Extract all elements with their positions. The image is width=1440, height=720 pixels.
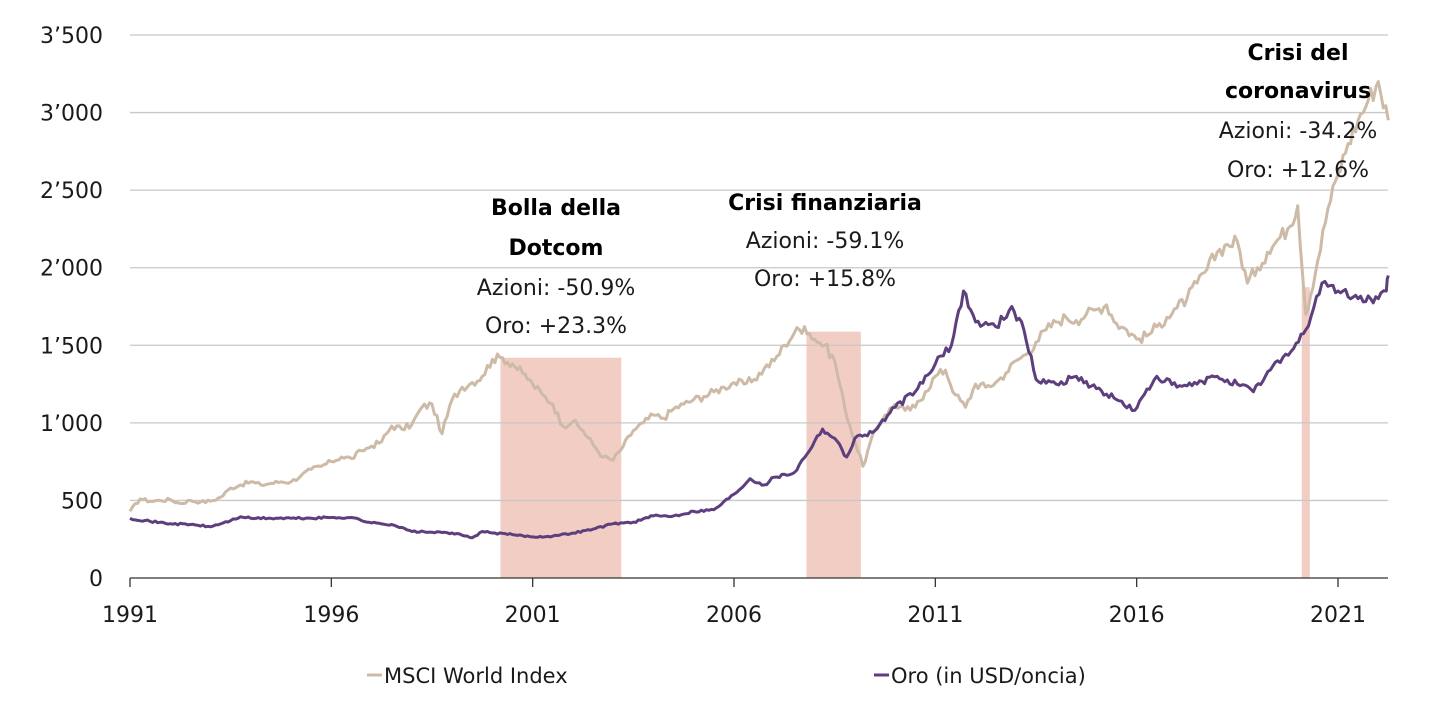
- x-tick-label: 2016: [1109, 603, 1165, 628]
- x-tick-label: 1991: [102, 603, 158, 628]
- x-tick-label: 2021: [1310, 603, 1366, 628]
- annotation-text: Oro: +12.6%: [1227, 158, 1369, 183]
- annotation-title: Bolla della: [491, 196, 621, 221]
- legend-label: Oro (in USD/oncia): [891, 664, 1086, 688]
- annotation-2: Crisi del coronavirus Azioni: -34.2% Oro: +…: [1219, 41, 1377, 183]
- annotations: Bolla della Dotcom Azioni: -50.9% Oro: +23.…: [477, 41, 1377, 339]
- annotation-0: Bolla della Dotcom Azioni: -50.9% Oro: +23.…: [477, 196, 635, 339]
- x-axis: 1991 1996 2001 2006 2011 2016 2021: [102, 577, 1388, 628]
- legend-label: MSCI World Index: [384, 664, 568, 688]
- annotation-text: Azioni: -34.2%: [1219, 119, 1377, 144]
- y-axis-ticks: 0 500 1’000 1’500 2’000 2’500 3’000 3’500: [40, 24, 103, 592]
- gridlines: [130, 34, 1388, 502]
- x-tick-label: 1996: [303, 603, 359, 628]
- shaded-period-2: [1301, 287, 1310, 578]
- annotation-title: Crisi finanziaria: [728, 191, 922, 216]
- y-tick-label: 2’500: [40, 179, 103, 204]
- annotation-title: Crisi del: [1247, 41, 1348, 66]
- y-tick-label: 0: [89, 567, 103, 592]
- y-tick-label: 1’000: [40, 412, 103, 437]
- y-tick-label: 1’500: [40, 334, 103, 359]
- annotation-text: Azioni: -50.9%: [477, 276, 635, 301]
- y-tick-label: 500: [61, 489, 103, 514]
- annotation-text: Oro: +15.8%: [754, 267, 896, 292]
- x-tick-label: 2001: [505, 603, 561, 628]
- legend-item-gold: Oro (in USD/oncia): [874, 664, 1086, 688]
- series-line-msci-world-index: [128, 80, 1390, 513]
- legend-item-msci: MSCI World Index: [367, 664, 568, 688]
- y-tick-label: 3’500: [40, 24, 103, 49]
- annotation-text: Oro: +23.3%: [485, 314, 627, 339]
- x-tick-label: 2006: [706, 603, 762, 628]
- x-tick-label: 2011: [907, 603, 963, 628]
- shaded-period-0: [500, 357, 622, 578]
- y-tick-label: 2’000: [40, 257, 103, 282]
- shaded-periods: [500, 287, 1310, 578]
- annotation-title: Dotcom: [509, 236, 604, 261]
- y-tick-label: 3’000: [40, 102, 103, 127]
- legend: MSCI World Index Oro (in USD/oncia): [367, 664, 1086, 688]
- shaded-period-1: [806, 331, 861, 578]
- series-line-oro: [129, 275, 1390, 540]
- annotation-title: coronavirus: [1225, 79, 1371, 104]
- annotation-1: Crisi finanziaria Azioni: -59.1% Oro: +15.…: [728, 191, 922, 292]
- annotation-text: Azioni: -59.1%: [746, 229, 904, 254]
- series-lines: [128, 80, 1390, 540]
